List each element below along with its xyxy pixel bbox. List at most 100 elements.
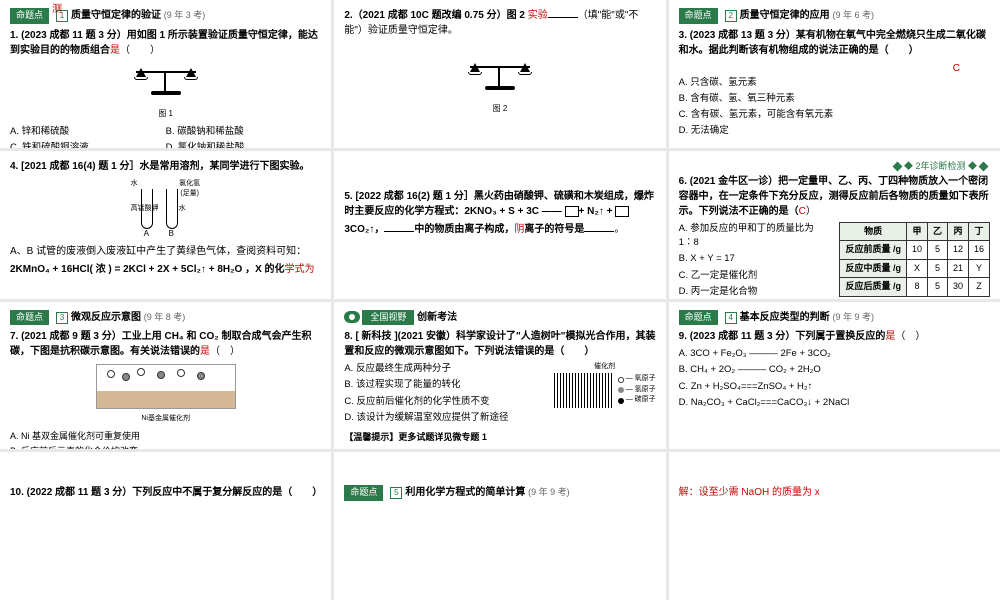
question-10: 10. (2022 成都 11 题 3 分）下列反应中不属于复分解反应的是（ ） <box>10 485 321 500</box>
cell-9: 命题点4基本反应类型的判断 (9 年 9 考) 9. (2023 成都 11 题… <box>669 302 1000 450</box>
topic-sub: (9 年 8 考) <box>144 312 186 322</box>
q5-line2: 3CO₂↑，中的物质由离子构成，阴离子的符号是。 <box>344 222 655 237</box>
question-1: 1. (2023 成都 11 题 3 分）用如图 1 所示装置验证质量守恒定律，… <box>10 28 321 58</box>
topic-title: 微观反应示意图 <box>71 312 141 323</box>
opt-b: B. 含有碳、氢、氧三种元素 <box>679 92 990 106</box>
view-tag: 全国视野 <box>362 310 414 326</box>
opt-b: B. 碳酸钠和稀盐酸 <box>166 125 322 139</box>
lab-hcl: 氯化氢(足量) <box>179 179 201 200</box>
opt-c: C. 铁和硫酸铜溶液 <box>10 141 166 148</box>
opt-d: D. Na₂CO₃ + CaCl₂===CaCO₃↓ + 2NaCl <box>679 396 990 410</box>
question-6: 6. (2021 金牛区一诊）把一定量甲、乙、丙、丁四种物质放入一个密闭容器中，… <box>679 174 990 219</box>
opt-d: D. 该设计为缓解温室效应提供了新途径 <box>344 411 553 425</box>
q9-ans: 是 <box>885 331 895 342</box>
topic-tag: 命题点 <box>679 8 718 24</box>
topic-sub: (9 年 3 考) <box>164 10 206 20</box>
topic-title: 质量守恒定律的验证 <box>71 10 161 21</box>
tip: 【温馨提示】更多试题详见微专题 1 <box>344 431 655 445</box>
balance-diagram-2: 图 2 <box>344 58 655 115</box>
fig-label-2: 图 2 <box>344 103 655 115</box>
lab-water: 水 <box>131 179 138 190</box>
q7-ans: 是 <box>200 346 210 357</box>
cell-6: ◆ 2年诊断检测 ◆ 6. (2021 金牛区一诊）把一定量甲、乙、丙、丁四种物… <box>669 151 1000 299</box>
cell-12: 解：设至少需 NaOH 的质量为 x <box>669 452 1000 600</box>
q3-ans: C <box>953 63 960 74</box>
lab-kmno4: 高锰酸钾 <box>131 204 159 215</box>
q6-ans: C <box>799 206 806 217</box>
q6-text: 6. (2021 金牛区一诊）把一定量甲、乙、丙、丁四种物质放入一个密闭容器中，… <box>679 176 989 217</box>
topic-tag: 命题点 <box>10 8 49 24</box>
options-7: A. Ni 基双金属催化剂可重复使用 B. 反应前后元素的化合价均改变 C. 反… <box>10 430 321 450</box>
opt-text: B. CH₄ + 2O₂ ——— CO₂ + 2H₂O <box>679 364 821 375</box>
view-header: 全国视野 创新考法 <box>344 310 655 326</box>
topic-tag: 命题点 <box>10 310 49 326</box>
lg3: — 碳原子 <box>626 395 656 406</box>
q9-tail: （ ） <box>895 331 925 342</box>
opt-a: A. 锌和稀硫酸 <box>10 125 166 139</box>
barcode-diagram: 催化剂 — 氧原子 — 氢原子 — 碳原子 <box>554 362 656 408</box>
th: 物质 <box>840 222 907 241</box>
topic-sub: (9 年 6 考) <box>832 10 874 20</box>
q5-eq: 2KNO₃ + S + 3C —— <box>464 206 564 217</box>
topic-num: 3 <box>56 312 68 324</box>
question-9: 9. (2023 成都 11 题 3 分）下列属于置换反应的是（ ） <box>679 329 990 344</box>
cell-1: 命题点1质量守恒定律的验证 (9 年 3 考) 测 1. (2023 成都 11… <box>0 0 331 148</box>
q4-part2: A、B 试管的废液倒入废液缸中产生了黄绿色气体，查阅资料可知： <box>10 244 321 259</box>
diamond-icon <box>979 161 989 171</box>
balance-diagram-1: 图 1 <box>10 63 321 120</box>
solution-12: 解：设至少需 NaOH 的质量为 x <box>679 485 990 500</box>
cell-11: 命题点5利用化学方程式的简单计算 (9 年 9 考) <box>334 452 665 600</box>
cell-4: 4. [2021 成都 16(4) 题 1 分］水是常用溶剂，某同学进行下图实验… <box>0 151 331 299</box>
cell: 5 <box>927 241 947 260</box>
q5-eq2: 3CO₂↑， <box>344 224 384 235</box>
question-8: 8. [ 新科技 ](2021 安徽）科学家设计了"人造树叶"模拟光合作用，其装… <box>344 329 655 359</box>
tubes-diagram: 水 氯化氢(足量) 高锰酸钾 水 A B <box>10 179 321 239</box>
topic-header-3: 命题点 3微观反应示意图 (9 年 8 考) <box>10 310 321 326</box>
th: 丙 <box>947 222 968 241</box>
opt-a: A. 3CO + Fe₂O₃ ——— 2Fe + 3CO₂ <box>679 347 990 361</box>
q4-ans: 学式为 <box>285 264 315 275</box>
catalyst-label: Ni基金属催化剂 <box>10 414 321 425</box>
topic-num: 2 <box>725 10 737 22</box>
cell: Z <box>968 278 989 297</box>
topic-title: 利用化学方程式的简单计算 <box>405 487 525 498</box>
cell: Y <box>968 259 989 278</box>
row-label: 反应前质量 /g <box>840 241 907 260</box>
topic-header-2: 命题点 2质量守恒定律的应用 (9 年 6 考) <box>679 8 990 24</box>
opt-d: D. 氯化钠和稀盐酸 <box>166 141 322 148</box>
cell: 10 <box>906 241 927 260</box>
th: 丁 <box>968 222 989 241</box>
cell-7: 命题点3微观反应示意图 (9 年 8 考) 7. (2021 成都 9 题 3 … <box>0 302 331 450</box>
options-3: A. 只含碳、氢元素 B. 含有碳、氢、氧三种元素 C. 含有碳、氢元素，可能含… <box>679 76 990 139</box>
opt-a: A. 只含碳、氢元素 <box>679 76 990 90</box>
q9-text: 9. (2023 成都 11 题 3 分）下列属于置换反应的 <box>679 331 886 342</box>
worksheet-grid: 命题点1质量守恒定律的验证 (9 年 3 考) 测 1. (2023 成都 11… <box>0 0 1000 600</box>
exam-label: ◆ 2年诊断检测 ◆ <box>904 160 977 174</box>
topic-title: 质量守恒定律的应用 <box>740 10 830 21</box>
q1-paren: （ ） <box>120 45 160 56</box>
q2-ans: 实验 <box>528 10 548 21</box>
diamond-icon <box>893 161 903 171</box>
opt-c: C. 含有碳、氢元素，可能含有氧元素 <box>679 108 990 122</box>
opt-a: A. 反应最终生成两种分子 <box>344 362 553 376</box>
opt-d: D. 无法确定 <box>679 124 990 138</box>
eq-text: 2KMnO₄ + 16HCl( 浓 ) = 2KCl + 2X + 5Cl₂↑ … <box>10 264 285 275</box>
catalyst-label: 催化剂 <box>554 362 656 373</box>
cell-3: 命题点2质量守恒定律的应用 (9 年 6 考) 3. (2023 成都 13 题… <box>669 0 1000 148</box>
cell: 8 <box>906 278 927 297</box>
cell: 12 <box>947 241 968 260</box>
lg2: — 氢原子 <box>626 385 656 396</box>
lab-water2: 水 <box>179 204 186 215</box>
topic-header-4: 命题点4基本反应类型的判断 (9 年 9 考) <box>679 310 990 326</box>
row-label: 反应中质量 /g <box>840 259 907 278</box>
q7-tail: （ ） <box>210 346 240 357</box>
q2-text: 2.（2021 成都 10C 题改编 0.75 分）图 2 <box>344 10 527 21</box>
topic-title: 基本反应类型的判断 <box>740 312 830 323</box>
opt-b: B. 反应前后元素的化合价均改变 <box>10 445 321 449</box>
molecule-diagram: Ni基金属催化剂 <box>10 364 321 425</box>
topic-sub: (9 年 9 考) <box>832 312 874 322</box>
opt-a: A. Ni 基双金属催化剂可重复使用 <box>10 430 321 444</box>
q5-t1: + N₂↑ + <box>579 206 616 217</box>
lg1: — 氧原子 <box>626 374 656 385</box>
th: 甲 <box>906 222 927 241</box>
